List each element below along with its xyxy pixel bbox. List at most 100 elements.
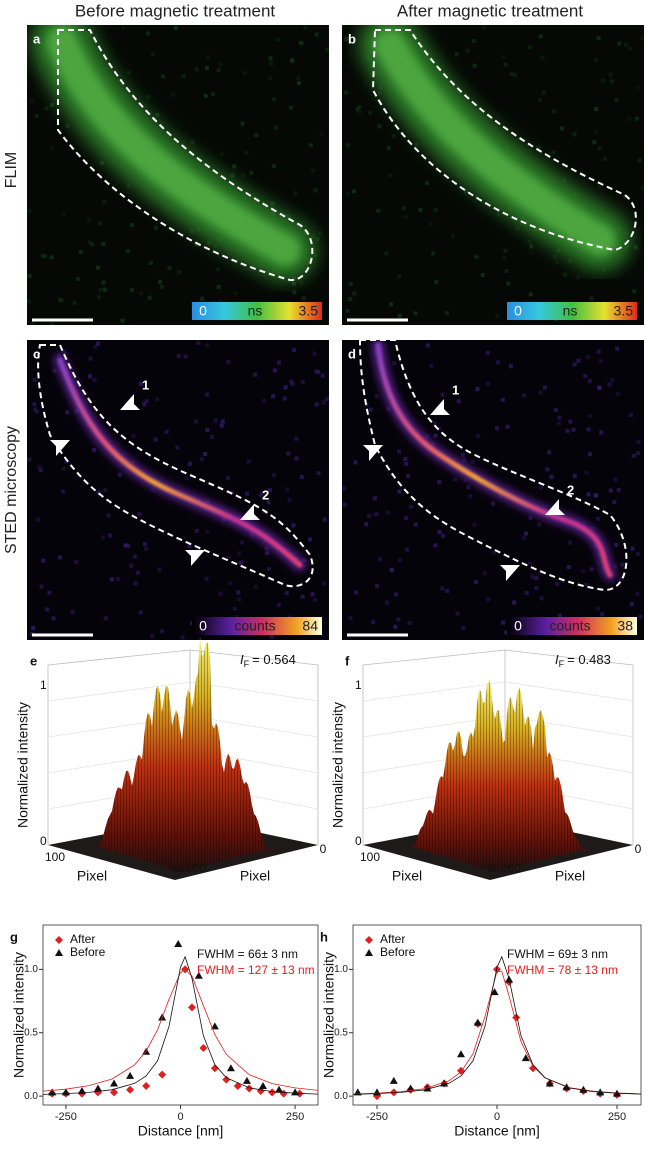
noise-pixel xyxy=(506,281,511,286)
noise-pixel xyxy=(374,394,379,399)
noise-pixel xyxy=(450,233,455,238)
noise-pixel xyxy=(617,41,622,46)
noise-pixel xyxy=(205,392,210,397)
noise-pixel xyxy=(240,121,245,126)
noise-pixel xyxy=(384,251,389,256)
noise-pixel xyxy=(272,368,277,373)
noise-pixel xyxy=(40,253,45,258)
marker-triangle xyxy=(242,1076,251,1084)
x-axis-label: Distance [nm] xyxy=(454,1123,540,1139)
noise-pixel xyxy=(638,614,643,619)
panel-letter: c xyxy=(33,346,40,361)
arrow-head xyxy=(120,394,140,410)
noise-pixel xyxy=(627,116,632,121)
noise-pixel xyxy=(581,569,586,574)
noise-pixel xyxy=(536,145,541,150)
noise-pixel xyxy=(126,183,131,188)
x-tick-label: -250 xyxy=(366,1111,388,1123)
noise-pixel xyxy=(218,62,223,67)
legend-label: After xyxy=(380,932,405,946)
noise-pixel xyxy=(346,191,351,196)
noise-pixel xyxy=(204,576,209,581)
noise-pixel xyxy=(321,581,326,586)
noise-pixel xyxy=(472,63,477,68)
box-edge xyxy=(47,681,191,702)
noise-pixel xyxy=(635,451,640,456)
noise-pixel xyxy=(164,429,169,434)
noise-pixel xyxy=(167,265,172,270)
noise-pixel xyxy=(397,558,402,563)
noise-pixel xyxy=(628,46,633,51)
noise-pixel xyxy=(527,240,532,245)
noise-pixel xyxy=(640,36,644,41)
noise-pixel xyxy=(92,378,97,383)
noise-pixel xyxy=(312,351,317,356)
noise-pixel xyxy=(282,396,287,401)
noise-pixel xyxy=(190,140,195,145)
noise-pixel xyxy=(600,612,605,617)
noise-pixel xyxy=(594,106,599,111)
noise-pixel xyxy=(397,489,402,494)
noise-pixel xyxy=(425,343,430,348)
noise-pixel xyxy=(613,564,618,569)
cell-core xyxy=(375,30,615,255)
box-edge xyxy=(189,681,319,702)
row-label: FLIM xyxy=(3,152,20,188)
noise-pixel xyxy=(120,318,125,323)
y-tick-label: 0.5 xyxy=(24,1027,38,1038)
noise-pixel xyxy=(635,591,640,596)
y-tick-label: 1.0 xyxy=(334,964,348,975)
noise-pixel xyxy=(213,418,218,423)
noise-pixel xyxy=(537,522,542,527)
noise-pixel xyxy=(476,434,481,439)
arrow-head xyxy=(430,399,450,415)
noise-pixel xyxy=(513,73,518,78)
noise-pixel xyxy=(86,217,91,222)
marker-diamond xyxy=(222,1075,231,1084)
noise-pixel xyxy=(49,255,54,260)
noise-pixel xyxy=(597,185,602,190)
noise-pixel xyxy=(584,582,589,587)
noise-pixel xyxy=(589,567,594,572)
noise-pixel xyxy=(389,302,394,307)
noise-pixel xyxy=(471,39,476,44)
colorbar-unit: ns xyxy=(563,303,578,319)
arrow-head xyxy=(363,445,383,461)
noise-pixel xyxy=(528,515,533,520)
noise-pixel xyxy=(597,385,602,390)
noise-pixel xyxy=(552,109,557,114)
noise-pixel xyxy=(596,36,601,41)
surface-texture xyxy=(95,637,275,872)
noise-pixel xyxy=(371,620,376,625)
noise-pixel xyxy=(219,152,224,157)
noise-pixel xyxy=(348,616,353,621)
noise-pixel xyxy=(171,92,176,97)
noise-pixel xyxy=(614,542,619,547)
noise-pixel xyxy=(572,362,577,367)
noise-pixel xyxy=(355,107,360,112)
noise-pixel xyxy=(529,250,534,255)
noise-pixel xyxy=(27,299,32,304)
noise-pixel xyxy=(587,413,592,418)
noise-pixel xyxy=(41,558,46,563)
image-content: 12 xyxy=(27,340,329,640)
marker-triangle xyxy=(174,940,183,948)
box-edge xyxy=(47,649,191,666)
box-edge xyxy=(362,649,506,666)
axis-tick-label: 100 xyxy=(360,850,380,864)
noise-pixel xyxy=(199,457,204,462)
noise-pixel xyxy=(539,485,544,490)
noise-pixel xyxy=(500,55,505,60)
noise-pixel xyxy=(57,555,62,560)
noise-pixel xyxy=(108,533,113,538)
noise-pixel xyxy=(378,557,383,562)
noise-pixel xyxy=(322,517,327,522)
noise-pixel xyxy=(103,616,108,621)
noise-pixel xyxy=(92,448,97,453)
noise-pixel xyxy=(290,59,295,64)
index-subscript: F xyxy=(559,659,565,669)
arrow-head xyxy=(50,440,70,456)
noise-pixel xyxy=(429,363,434,368)
noise-pixel xyxy=(393,624,398,629)
noise-pixel xyxy=(70,610,75,615)
